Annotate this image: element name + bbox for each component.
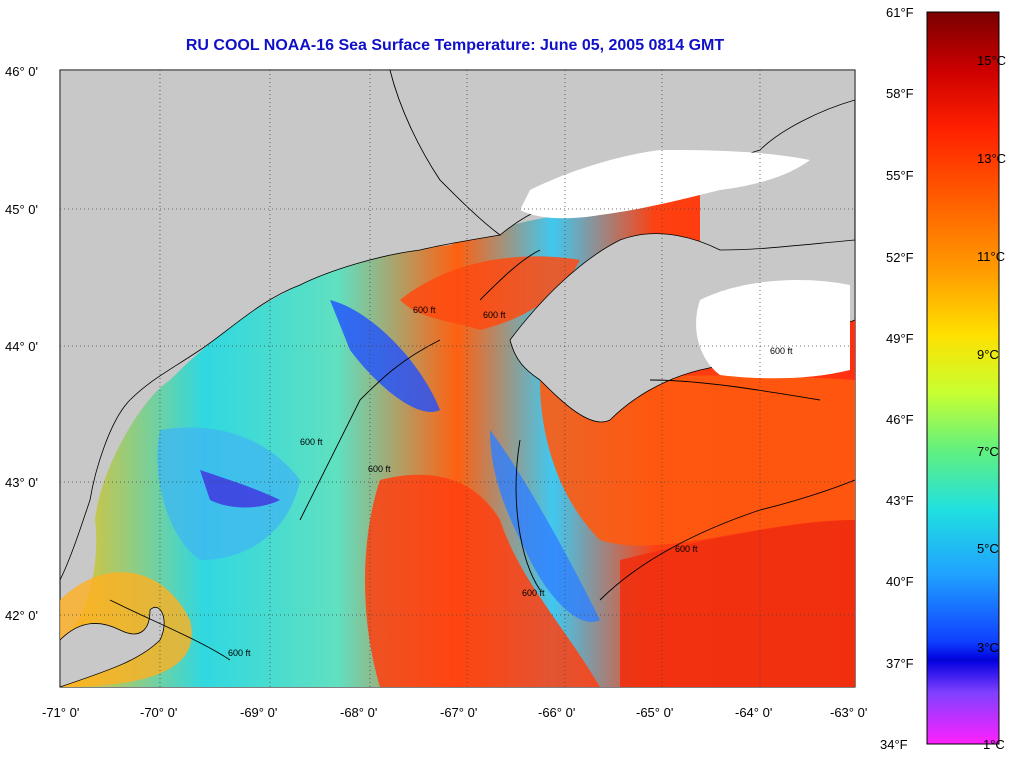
celsius-labels: 15°C 13°C 11°C 9°C 7°C 5°C 3°C 1°C bbox=[977, 53, 1006, 752]
warm-patch bbox=[365, 474, 600, 687]
latitude-labels: 46° 0' 45° 0' 44° 0' 43° 0' 42° 0' bbox=[5, 64, 38, 623]
fahrenheit-labels: 61°F 58°F 55°F 52°F 49°F 46°F 43°F 40°F … bbox=[880, 5, 914, 752]
lat-label: 43° 0' bbox=[5, 475, 38, 490]
cool-patch bbox=[490, 430, 600, 622]
c-label: 3°C bbox=[977, 640, 999, 655]
contour-label: 600 ft bbox=[522, 588, 545, 598]
cool-patch bbox=[200, 470, 280, 508]
warm-patch bbox=[540, 375, 855, 546]
lon-label: -63° 0' bbox=[830, 705, 867, 720]
f-label: 58°F bbox=[886, 86, 914, 101]
contour-label: 600 ft bbox=[368, 464, 391, 474]
c-label: 11°C bbox=[977, 249, 1005, 264]
c-label: 15°C bbox=[977, 53, 1006, 68]
land-cape-cod bbox=[60, 607, 165, 687]
lon-label: -65° 0' bbox=[636, 705, 673, 720]
lon-label: -71° 0' bbox=[42, 705, 79, 720]
lon-label: -69° 0' bbox=[240, 705, 277, 720]
warm-patch bbox=[620, 520, 855, 687]
lon-label: -64° 0' bbox=[735, 705, 772, 720]
c-label: 9°C bbox=[977, 347, 999, 362]
contour-label: 600 ft bbox=[228, 648, 251, 658]
c-label: 13°C bbox=[977, 151, 1006, 166]
contour-label: 600 ft bbox=[300, 437, 323, 447]
lat-label: 45° 0' bbox=[5, 202, 38, 217]
lon-label: -70° 0' bbox=[140, 705, 177, 720]
lat-label: 42° 0' bbox=[5, 608, 38, 623]
contour-label: 600 ft bbox=[413, 305, 436, 315]
lat-label: 44° 0' bbox=[5, 339, 38, 354]
contour-label: 600 ft bbox=[483, 310, 506, 320]
colorbar bbox=[926, 11, 1000, 745]
lon-label: -66° 0' bbox=[538, 705, 575, 720]
longitude-labels: -71° 0' -70° 0' -69° 0' -68° 0' -67° 0' … bbox=[42, 705, 867, 720]
f-label: 37°F bbox=[886, 656, 914, 671]
contour-600ft bbox=[109, 249, 855, 661]
cool-patch bbox=[330, 300, 440, 412]
cloud-region bbox=[520, 150, 810, 219]
c-label: 7°C bbox=[977, 444, 999, 459]
c-label: 5°C bbox=[977, 541, 999, 556]
lon-label: -67° 0' bbox=[440, 705, 477, 720]
f-label: 55°F bbox=[886, 168, 914, 183]
map-title: RU COOL NOAA-16 Sea Surface Temperature:… bbox=[185, 37, 725, 54]
grid-lines bbox=[60, 70, 855, 687]
contour-label: 600 ft bbox=[675, 544, 698, 554]
f-label: 34°F bbox=[880, 737, 908, 752]
f-label: 52°F bbox=[886, 250, 914, 265]
f-label: 43°F bbox=[886, 493, 914, 508]
f-label: 49°F bbox=[886, 331, 914, 346]
f-label: 40°F bbox=[886, 574, 914, 589]
contour-labels: 600 ft 600 ft 600 ft 600 ft 600 ft 600 f… bbox=[228, 305, 793, 658]
warm-patch bbox=[400, 256, 580, 330]
contour-label: 600 ft bbox=[770, 346, 793, 356]
cloud-region bbox=[696, 280, 850, 379]
lon-label: -68° 0' bbox=[340, 705, 377, 720]
c-label: 1°C bbox=[983, 737, 1005, 752]
lat-label: 46° 0' bbox=[5, 64, 38, 79]
f-label: 46°F bbox=[886, 412, 914, 427]
f-label: 61°F bbox=[886, 5, 914, 20]
